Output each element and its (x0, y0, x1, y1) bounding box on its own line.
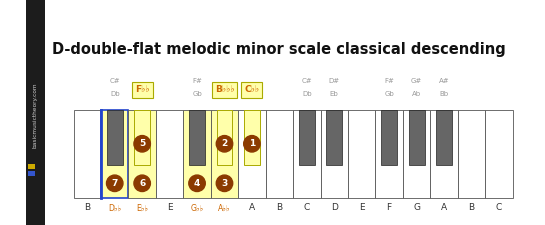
Text: A: A (249, 203, 255, 212)
FancyBboxPatch shape (241, 82, 263, 98)
Text: basicmusictheory.com: basicmusictheory.com (33, 82, 38, 148)
Bar (320, 110, 348, 198)
Text: 1: 1 (249, 139, 255, 148)
Circle shape (134, 175, 150, 191)
Bar (216, 110, 232, 165)
Bar (485, 110, 513, 198)
Text: Db: Db (302, 91, 312, 97)
Bar (409, 110, 425, 165)
Circle shape (134, 135, 150, 152)
Text: G#: G# (411, 78, 422, 84)
Circle shape (216, 135, 233, 152)
Text: B: B (276, 203, 282, 212)
Circle shape (244, 135, 260, 152)
Text: B: B (468, 203, 475, 212)
Text: B♭♭♭: B♭♭♭ (215, 85, 234, 94)
Text: Bb: Bb (439, 91, 449, 97)
Text: 2: 2 (221, 139, 228, 148)
Text: B: B (84, 203, 90, 212)
Text: D: D (331, 203, 338, 212)
Text: 4: 4 (194, 179, 200, 188)
Bar (183, 110, 211, 198)
Circle shape (106, 175, 123, 191)
Bar (458, 110, 485, 198)
Text: E♭♭: E♭♭ (136, 203, 148, 212)
Circle shape (189, 175, 205, 191)
Bar (156, 110, 183, 198)
Text: G♭♭: G♭♭ (191, 203, 204, 212)
Text: 7: 7 (112, 179, 118, 188)
Text: F♭♭: F♭♭ (135, 85, 149, 94)
Bar (293, 110, 320, 198)
Text: A#: A# (439, 78, 449, 84)
Text: 3: 3 (221, 179, 228, 188)
Bar (134, 110, 150, 165)
Text: E: E (167, 203, 172, 212)
Bar (189, 110, 205, 165)
Bar (28, 164, 35, 169)
Text: F#: F# (384, 78, 394, 84)
Text: A♭♭: A♭♭ (218, 203, 231, 212)
Bar (107, 110, 123, 165)
Bar (381, 110, 397, 165)
Bar (101, 110, 129, 198)
Bar (26, 0, 45, 225)
Bar (436, 110, 452, 165)
Bar (299, 110, 315, 165)
Text: D-double-flat melodic minor scale classical descending: D-double-flat melodic minor scale classi… (52, 42, 506, 57)
Text: Ab: Ab (412, 91, 421, 97)
Bar (238, 110, 265, 198)
Bar (265, 110, 293, 198)
Bar (211, 110, 238, 198)
Circle shape (216, 175, 233, 191)
Text: Gb: Gb (384, 91, 394, 97)
Text: D♭♭: D♭♭ (108, 203, 122, 212)
Text: D#: D# (329, 78, 340, 84)
Text: G: G (413, 203, 420, 212)
FancyBboxPatch shape (212, 82, 237, 98)
Text: C#: C# (110, 78, 120, 84)
Bar (430, 110, 458, 198)
Bar (74, 110, 101, 198)
FancyBboxPatch shape (131, 82, 153, 98)
Text: F#: F# (192, 78, 202, 84)
Text: C: C (496, 203, 502, 212)
Text: Db: Db (110, 91, 119, 97)
Text: C#: C# (301, 78, 312, 84)
Bar (244, 110, 260, 165)
Bar (129, 110, 156, 198)
Text: 5: 5 (139, 139, 146, 148)
Text: F: F (386, 203, 392, 212)
Text: 6: 6 (139, 179, 146, 188)
Text: Gb: Gb (192, 91, 202, 97)
Bar (376, 110, 403, 198)
Text: C: C (304, 203, 310, 212)
Text: Eb: Eb (330, 91, 338, 97)
Text: A: A (441, 203, 447, 212)
Bar (403, 110, 430, 198)
Bar (28, 171, 35, 176)
Bar (348, 110, 376, 198)
Bar (326, 110, 342, 165)
Text: C♭♭: C♭♭ (244, 85, 259, 94)
Text: E: E (359, 203, 365, 212)
